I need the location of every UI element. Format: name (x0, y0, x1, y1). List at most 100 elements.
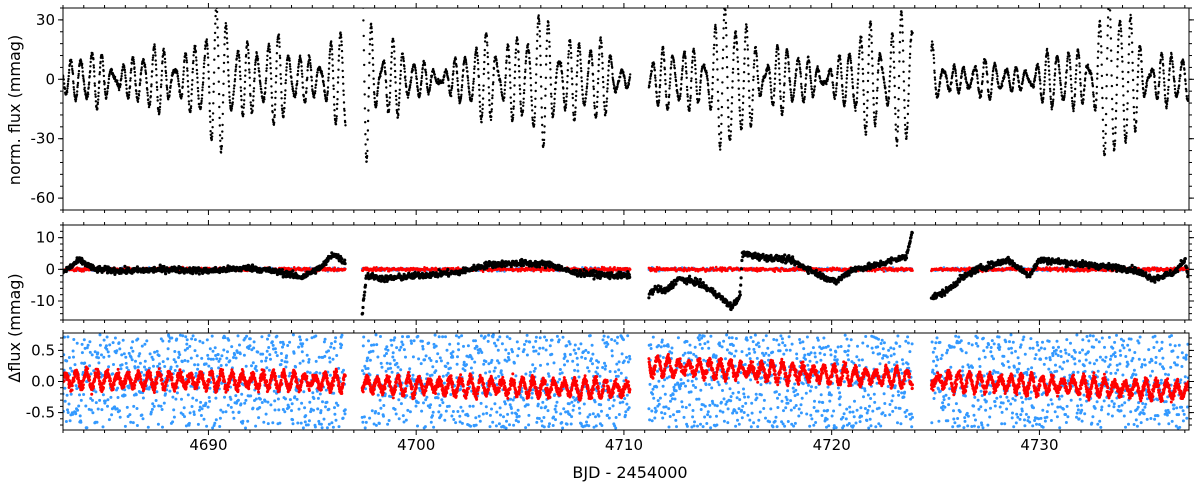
flux-point (566, 81, 569, 84)
flux-point (1124, 141, 1128, 144)
flux-point (848, 52, 851, 55)
flux-point (278, 56, 282, 60)
flux-point (223, 43, 226, 46)
flux-point (403, 67, 406, 70)
flux-point (138, 90, 141, 93)
flux-point (1120, 55, 1124, 59)
flux-point (732, 45, 736, 48)
flux-point (619, 75, 622, 79)
flux-point (891, 32, 894, 35)
flux-point (248, 84, 252, 87)
flux-point (727, 115, 730, 119)
flux-point (516, 42, 520, 46)
flux-point (545, 32, 549, 35)
flux-point (450, 88, 453, 92)
flux-point (372, 83, 376, 86)
flux-point (77, 74, 80, 78)
flux-point (742, 79, 745, 83)
flux-point (753, 59, 756, 62)
flux-point (383, 61, 386, 65)
flux-point (93, 75, 96, 78)
flux-point (416, 86, 419, 89)
flux-point (178, 89, 181, 92)
flux-point (1113, 148, 1116, 151)
flux-point (327, 67, 331, 70)
flux-point (93, 82, 96, 85)
flux-point (307, 62, 310, 65)
flux-point (1097, 31, 1101, 34)
flux-point (851, 77, 854, 81)
flux-point (336, 81, 340, 84)
flux-point (1080, 95, 1083, 98)
flux-point (363, 93, 366, 96)
flux-point (524, 62, 527, 65)
flux-point (740, 127, 743, 130)
flux-point (271, 104, 274, 107)
flux-point (900, 14, 904, 17)
flux-point (863, 118, 866, 121)
flux-point (832, 86, 835, 90)
flux-point (147, 105, 151, 109)
flux-point (1040, 94, 1043, 97)
flux-point (478, 105, 482, 108)
flux-point (341, 56, 344, 59)
flux-point (337, 76, 340, 79)
flux-point (743, 57, 746, 60)
flux-point (512, 105, 515, 108)
flux-point (523, 89, 526, 92)
flux-point (428, 86, 432, 89)
flux-point (699, 79, 702, 82)
flux-point (370, 30, 374, 34)
flux-point (403, 70, 406, 74)
flux-point (761, 83, 764, 86)
flux-point (1097, 35, 1100, 38)
flux-point (513, 70, 517, 73)
flux-point (958, 86, 962, 90)
flux-point (504, 67, 508, 70)
flux-point (870, 28, 873, 32)
flux-point (585, 90, 588, 93)
flux-point (804, 88, 807, 91)
flux-point (1042, 96, 1045, 100)
flux-point (596, 82, 600, 85)
flux-point (1149, 74, 1153, 78)
flux-point (789, 91, 793, 94)
y-tick-label: 0 (45, 70, 55, 88)
flux-point (331, 58, 334, 61)
flux-point (565, 92, 568, 95)
flux-point (478, 88, 481, 92)
flux-point (757, 81, 760, 85)
flux-point (191, 71, 194, 74)
flux-point (1129, 16, 1133, 20)
flux-point (1136, 83, 1139, 86)
flux-point (565, 99, 568, 103)
flux-point (1073, 95, 1076, 98)
flux-point (752, 78, 755, 82)
flux-point (543, 125, 546, 128)
flux-point (716, 58, 719, 61)
flux-point (337, 68, 340, 71)
flux-point (1119, 30, 1123, 33)
flux-point (429, 83, 432, 87)
flux-point (473, 65, 476, 68)
flux-point (906, 121, 909, 125)
flux-point (605, 104, 608, 108)
flux-point (818, 77, 822, 80)
flux-point (755, 59, 759, 62)
flux-point (472, 77, 475, 81)
flux-point (799, 75, 803, 78)
flux-point (260, 88, 263, 91)
flux-point (1096, 56, 1100, 59)
flux-point (243, 99, 246, 102)
flux-point (238, 70, 242, 74)
flux-point (846, 62, 849, 65)
flux-point (253, 71, 256, 74)
flux-point (770, 97, 773, 100)
flux-point (195, 59, 198, 62)
flux-point (326, 90, 329, 93)
flux-point (268, 44, 271, 48)
flux-point (284, 89, 287, 92)
flux-point (401, 52, 404, 55)
flux-point (233, 80, 236, 83)
